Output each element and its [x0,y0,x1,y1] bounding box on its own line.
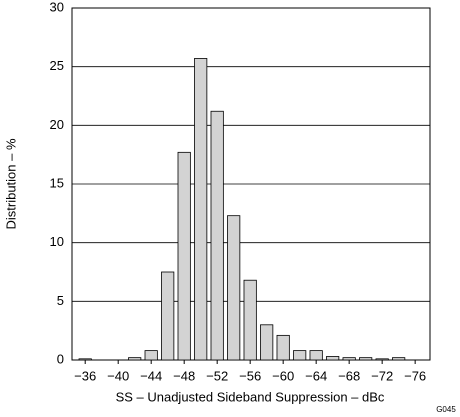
x-tick-label: −60 [272,368,294,383]
x-tick-label: −56 [239,368,261,383]
bar [276,334,290,361]
x-tick-label: −64 [305,368,327,383]
bar [342,357,356,361]
x-tick-label: −68 [338,368,360,383]
x-tick-label: −76 [404,368,426,383]
bar [243,279,257,361]
x-tick-label: −40 [107,368,129,383]
bar [392,357,406,361]
bar [78,358,92,361]
x-axis-label: SS – Unadjusted Sideband Suppression – d… [116,389,385,404]
bar [375,358,389,361]
bar [359,357,373,361]
bar [326,356,340,361]
bar [227,215,241,361]
x-tick-label: −72 [371,368,393,383]
bar [128,357,142,361]
bar [177,151,191,361]
bar [194,58,208,361]
x-tick-label: −36 [74,368,96,383]
x-tick-label: −44 [140,368,162,383]
y-tick-label: 30 [50,0,64,14]
bar [144,350,158,361]
y-tick-label: 25 [50,58,64,73]
y-tick-label: 20 [50,117,64,132]
y-tick-label: 15 [50,175,64,190]
bar [309,350,323,361]
bar [293,350,307,361]
bar [260,324,274,361]
bar [210,110,224,361]
y-tick-label: 0 [57,351,64,366]
y-tick-label: 5 [57,293,64,308]
y-tick-label: 10 [50,234,64,249]
figure-code: G045 [436,405,456,414]
x-tick-label: −48 [173,368,195,383]
bar [161,271,175,361]
y-axis-label: Distribution – % [3,138,18,229]
x-tick-label: −52 [206,368,228,383]
